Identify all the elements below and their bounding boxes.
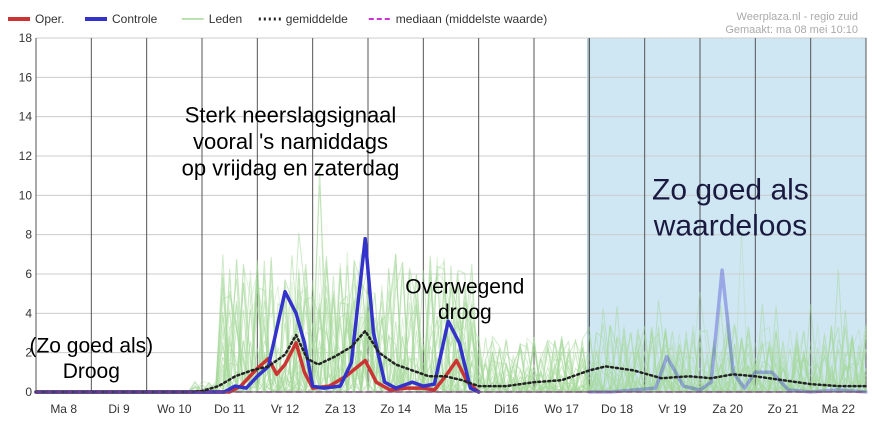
- x-day-label-3: Do 11: [214, 402, 245, 416]
- annotation-1: Overwegend droog: [405, 276, 524, 324]
- y-tick-label-7: 14: [19, 110, 33, 124]
- x-day-label-11: Vr 19: [658, 402, 687, 416]
- credit-source: Weerplaza.nl - regio zuid: [737, 11, 858, 23]
- y-tick-label-2: 4: [25, 306, 32, 320]
- x-day-label-4: Vr 12: [271, 402, 300, 416]
- x-day-label-7: Ma 15: [434, 402, 468, 416]
- y-tick-label-3: 6: [25, 267, 32, 281]
- annotation-3-line-0: Zo goed als: [652, 173, 809, 206]
- annotation-2-line-1: Droog: [63, 360, 120, 383]
- legend-label-2: Leden: [209, 12, 242, 26]
- x-day-label-10: Do 18: [601, 402, 633, 416]
- annotation-1-line-1: droog: [438, 301, 492, 324]
- annotation-1-line-0: Overwegend: [405, 276, 524, 299]
- legend-label-3: gemiddelde: [286, 12, 348, 26]
- series-line-0: [34, 341, 481, 394]
- legend-label-0: Oper.: [35, 12, 64, 26]
- x-day-label-1: Di 9: [108, 402, 130, 416]
- x-day-label-9: Wo 17: [544, 402, 579, 416]
- annotation-3: Zo goed als waardeloos: [652, 173, 809, 242]
- y-tick-label-9: 18: [19, 31, 33, 45]
- annotation-0-line-2: op vrijdag en zaterdag: [182, 155, 400, 180]
- annotation-2-line-0: (Zo goed als): [29, 335, 153, 358]
- y-tick-label-0: 0: [25, 385, 32, 399]
- x-day-label-2: Wo 10: [157, 402, 192, 416]
- x-day-label-5: Za 13: [325, 402, 356, 416]
- x-day-label-12: Za 20: [712, 402, 743, 416]
- series-line-1: [34, 236, 481, 394]
- annotation-3-line-1: waardeloos: [653, 209, 807, 242]
- annotation-0-line-0: Sterk neerslagsignaal: [185, 103, 397, 128]
- series-line-3: [34, 329, 868, 394]
- y-tick-label-8: 16: [19, 70, 33, 84]
- annotation-0: Sterk neerslagsignaal vooral 's namiddags…: [182, 103, 400, 181]
- y-tick-label-4: 8: [25, 228, 32, 242]
- x-day-label-8: Di16: [494, 402, 519, 416]
- legend-label-1: Controle: [112, 12, 158, 26]
- y-tick-label-1: 2: [25, 346, 32, 360]
- plot-area: 0 2 4 6 8 10 12 14 16 18 Ma 8 Di 9 Wo 10 Do 11 Vr 12 Za…: [19, 31, 868, 416]
- x-day-label-0: Ma 8: [50, 402, 77, 416]
- legend: Oper. Controle Leden gemiddelde mediaan (mid…: [8, 12, 547, 26]
- legend-label-4: mediaan (middelste waarde): [396, 12, 547, 26]
- x-day-label-6: Zo 14: [380, 402, 411, 416]
- annotation-0-line-1: vooral 's namiddags: [193, 129, 388, 154]
- credit: Weerplaza.nl - regio zuid Gemaakt: ma 08…: [725, 11, 858, 36]
- annotations: Sterk neerslagsignaal vooral 's namiddags…: [29, 103, 808, 383]
- x-day-label-13: Zo 21: [768, 402, 799, 416]
- series-line-2: [587, 268, 868, 394]
- y-tick-label-5: 10: [19, 188, 33, 202]
- credit-timestamp: Gemaakt: ma 08 mei 10:10: [725, 24, 858, 36]
- y-tick-label-6: 12: [19, 149, 33, 163]
- x-day-label-14: Ma 22: [822, 402, 856, 416]
- annotation-2: (Zo goed als) Droog: [29, 335, 153, 383]
